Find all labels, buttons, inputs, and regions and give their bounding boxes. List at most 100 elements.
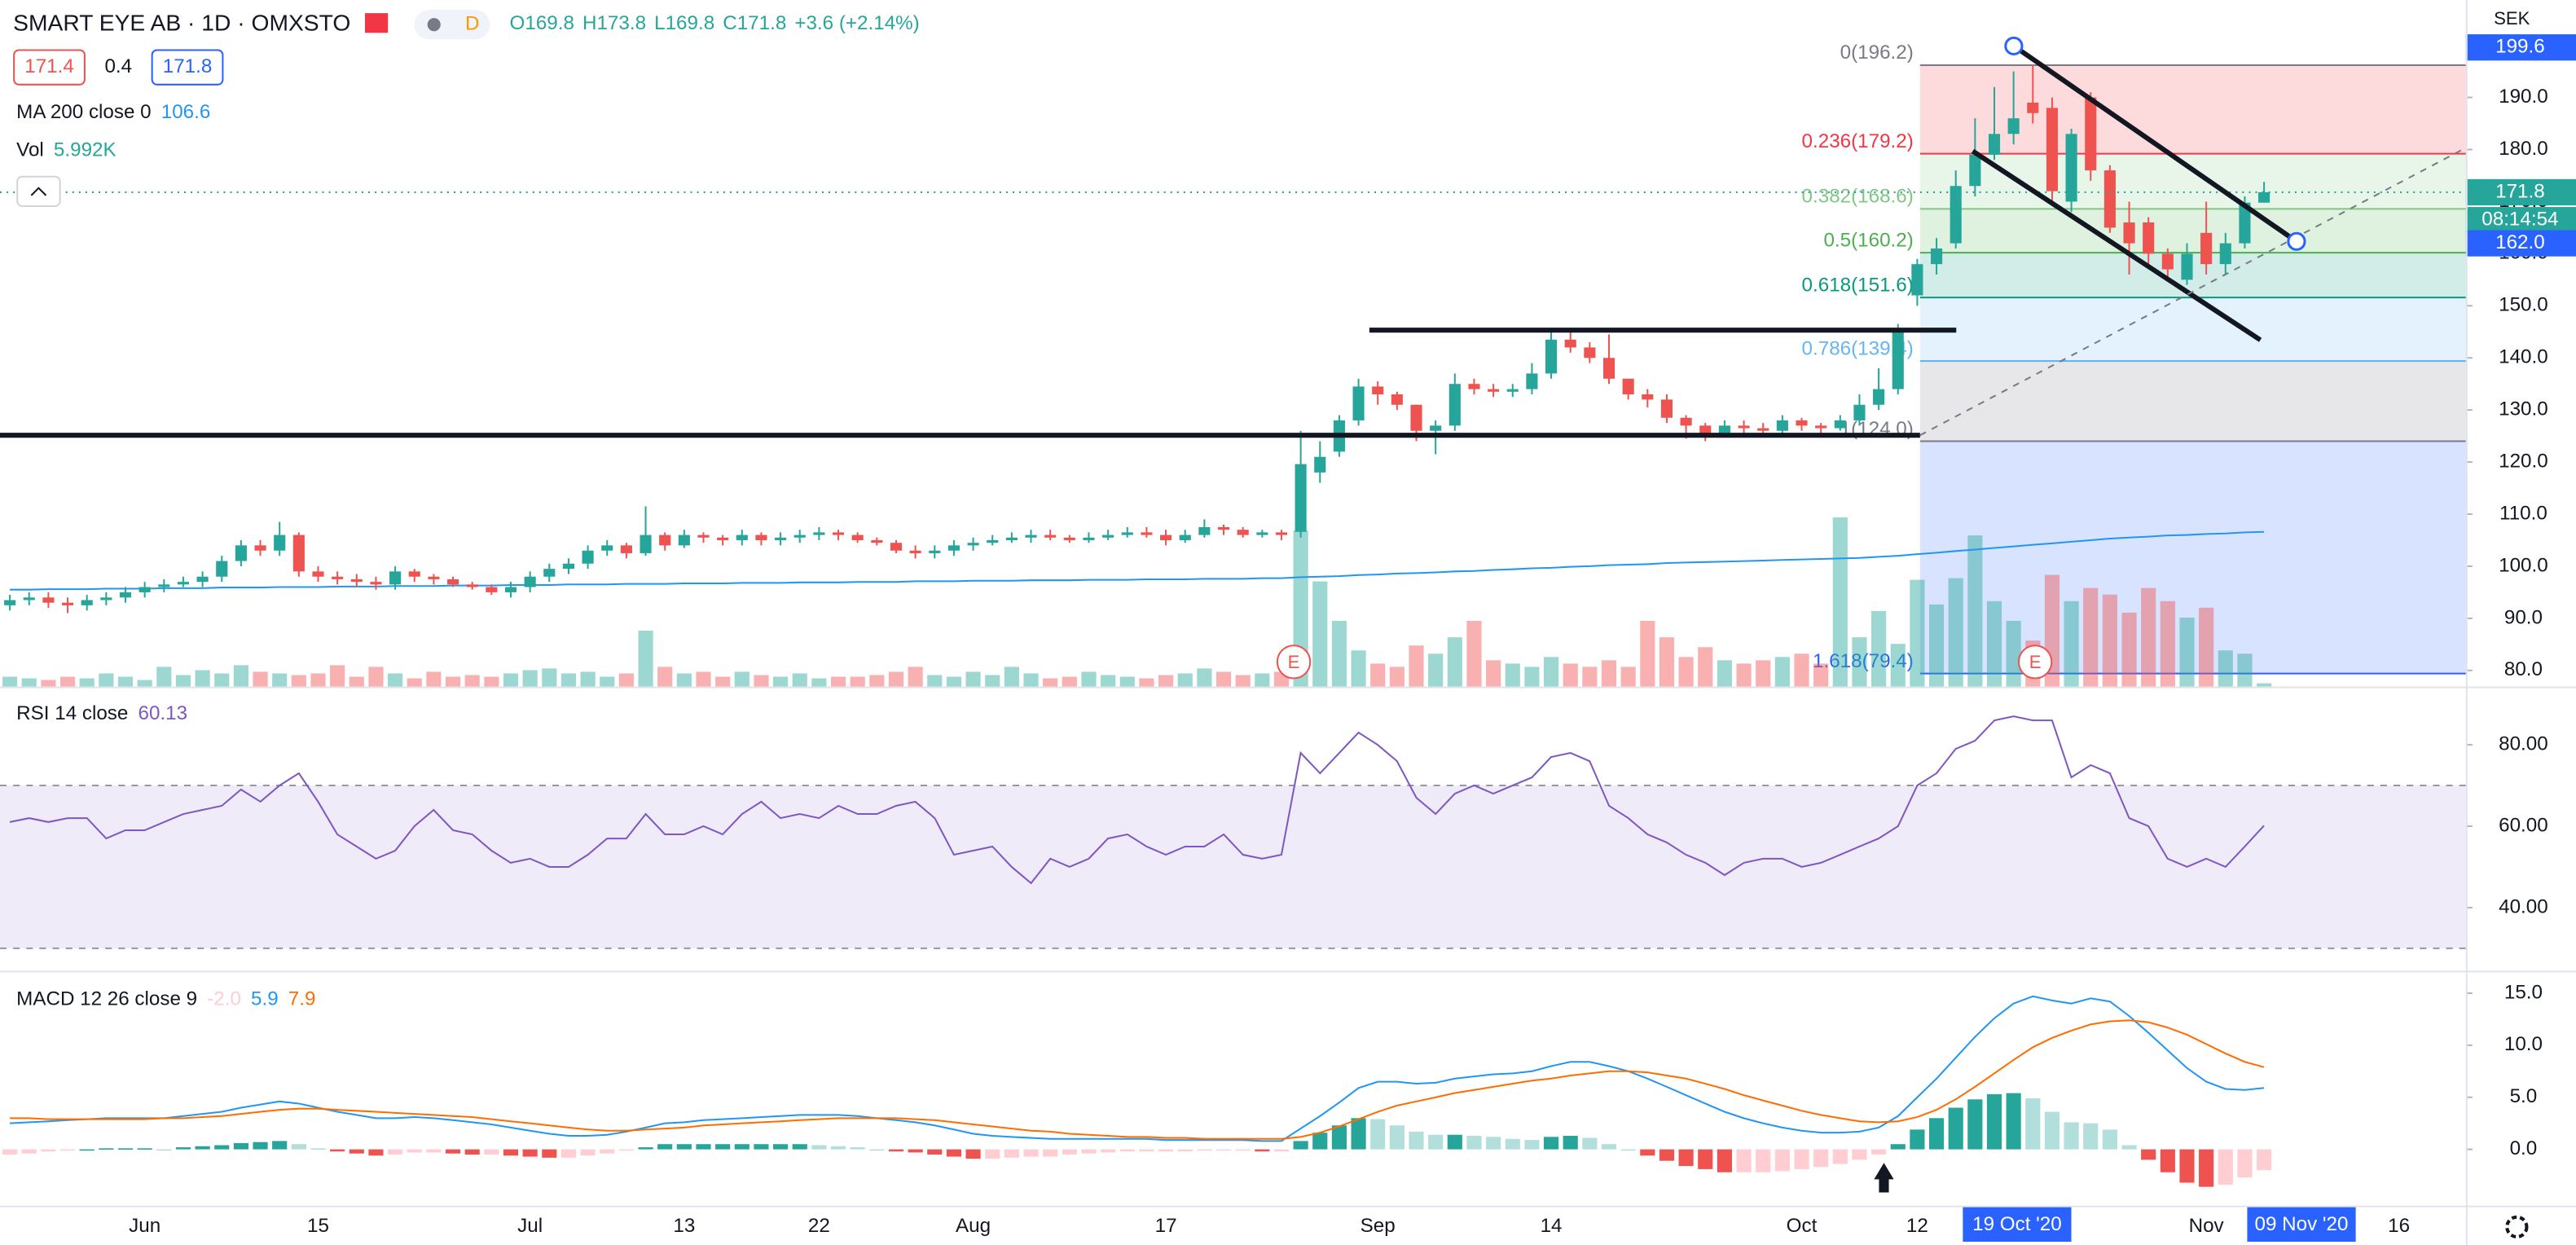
candle-body <box>1141 532 1153 535</box>
crosshair-date-box <box>2247 1207 2356 1242</box>
flag-icon[interactable] <box>364 13 389 33</box>
volume-bar <box>773 676 789 687</box>
candle-body <box>1005 537 1018 540</box>
hist-value: -2.0 <box>207 988 241 1010</box>
volume-bar <box>2141 587 2156 687</box>
crosshair-date: 09 Nov '20 <box>2255 1213 2349 1235</box>
volume-bar <box>156 666 172 687</box>
candle-body <box>408 571 420 577</box>
histogram-bar <box>811 1145 827 1150</box>
histogram-bar <box>1101 1149 1116 1153</box>
volume-bar <box>195 670 210 687</box>
histogram-bar <box>1139 1149 1154 1152</box>
histogram-bar <box>2218 1149 2233 1186</box>
candle-body <box>1314 456 1326 473</box>
candle-body <box>1602 358 1615 379</box>
volume-bar <box>1004 666 1019 687</box>
histogram-bar <box>117 1148 134 1150</box>
volume-bar <box>542 668 557 687</box>
candle-body <box>929 550 941 553</box>
earnings-marker[interactable] <box>1276 644 1312 680</box>
candle-body <box>504 587 517 592</box>
price-marker-label: 162.0 <box>2495 231 2545 253</box>
candle-body <box>1950 186 1962 244</box>
volume-bar <box>233 665 248 687</box>
candle-body <box>909 550 921 553</box>
volume-bar <box>349 676 364 687</box>
y-tick-label: 40.00 <box>2499 895 2548 917</box>
histogram-bar <box>484 1149 499 1155</box>
volume-bar <box>811 678 827 687</box>
histogram-bar <box>657 1144 673 1150</box>
anchor-point[interactable] <box>2287 231 2306 251</box>
settings-icon[interactable] <box>2505 1215 2529 1238</box>
candle-body <box>2239 202 2251 244</box>
candle-body <box>254 545 266 551</box>
histogram-bar <box>79 1149 95 1151</box>
x-tick-label: Sep <box>1361 1215 1396 1237</box>
candle-body <box>1391 394 1403 405</box>
volume-bar <box>830 676 846 687</box>
candle-body <box>2181 253 2193 280</box>
collapse-button[interactable] <box>16 175 61 207</box>
candle-body <box>793 535 806 538</box>
candle-body <box>2085 97 2097 171</box>
y-tick-label: 90.0 <box>2504 606 2543 628</box>
histogram-bar <box>426 1149 442 1153</box>
histogram-bar <box>1197 1149 1212 1151</box>
y-tick-label: 190.0 <box>2499 86 2548 108</box>
volume-bar <box>253 671 268 687</box>
histogram-bar <box>1466 1136 1482 1150</box>
volume-bar <box>1255 673 1270 687</box>
x-tick-label: 15 <box>307 1215 329 1237</box>
plot-layer: 0(196.2) 0.236(179.2) 0.382(168.6) 0.5(160.… <box>0 34 2576 1237</box>
candle-body <box>1680 417 1692 426</box>
histogram-bar <box>1948 1107 1963 1150</box>
ma-line <box>10 530 2265 591</box>
fib-label: 0.5(160.2) <box>1823 229 1913 251</box>
histogram-bar <box>2141 1149 2156 1160</box>
candle-body <box>1372 386 1384 394</box>
candle-body <box>678 535 690 546</box>
macd-line <box>10 1019 2265 1140</box>
earnings-marker[interactable] <box>2017 644 2053 680</box>
histogram-bar <box>2083 1123 2099 1150</box>
bid-box[interactable] <box>13 49 86 86</box>
volume-bar <box>1389 666 1404 687</box>
candle-body <box>601 545 613 551</box>
earnings-label: E <box>2029 652 2042 672</box>
candle-body <box>1217 526 1230 530</box>
x-tick-label: 14 <box>1541 1215 1563 1237</box>
volume-bar <box>1794 653 1809 687</box>
volume-bar <box>1351 650 1366 687</box>
fib-zone <box>1919 253 2466 298</box>
candle-body <box>312 571 324 577</box>
candle-body <box>4 600 16 605</box>
candle-body <box>2123 222 2135 244</box>
volume-bar <box>426 671 442 687</box>
histogram-bar <box>888 1149 904 1152</box>
volume-bar <box>1659 637 1675 687</box>
crosshair-date: 19 Oct '20 <box>1972 1213 2062 1235</box>
bid: 171.4 <box>24 55 74 77</box>
histogram-bar <box>1351 1118 1366 1150</box>
candle-body <box>1488 389 1500 392</box>
fib-zone <box>1919 361 2466 442</box>
y-tick-label: 60.00 <box>2499 814 2548 836</box>
volume-bar <box>792 673 807 687</box>
volume-bar <box>2006 620 2021 687</box>
currency: SEK <box>2494 8 2530 29</box>
volume-bar <box>1409 645 1424 687</box>
fib-label: 1.618(79.4) <box>1813 650 1914 672</box>
candle-body <box>42 597 55 603</box>
volume-bar <box>908 666 923 687</box>
candle-body <box>1410 404 1422 431</box>
open-value: O169.8 <box>510 13 574 35</box>
volume-bar <box>946 676 962 687</box>
anchor-point[interactable] <box>2004 36 2024 56</box>
histogram-bar <box>368 1149 384 1156</box>
histogram-bar <box>291 1144 306 1150</box>
ask-box[interactable] <box>151 49 224 86</box>
histogram-bar <box>1273 1149 1290 1152</box>
volume-bar <box>1524 666 1540 687</box>
